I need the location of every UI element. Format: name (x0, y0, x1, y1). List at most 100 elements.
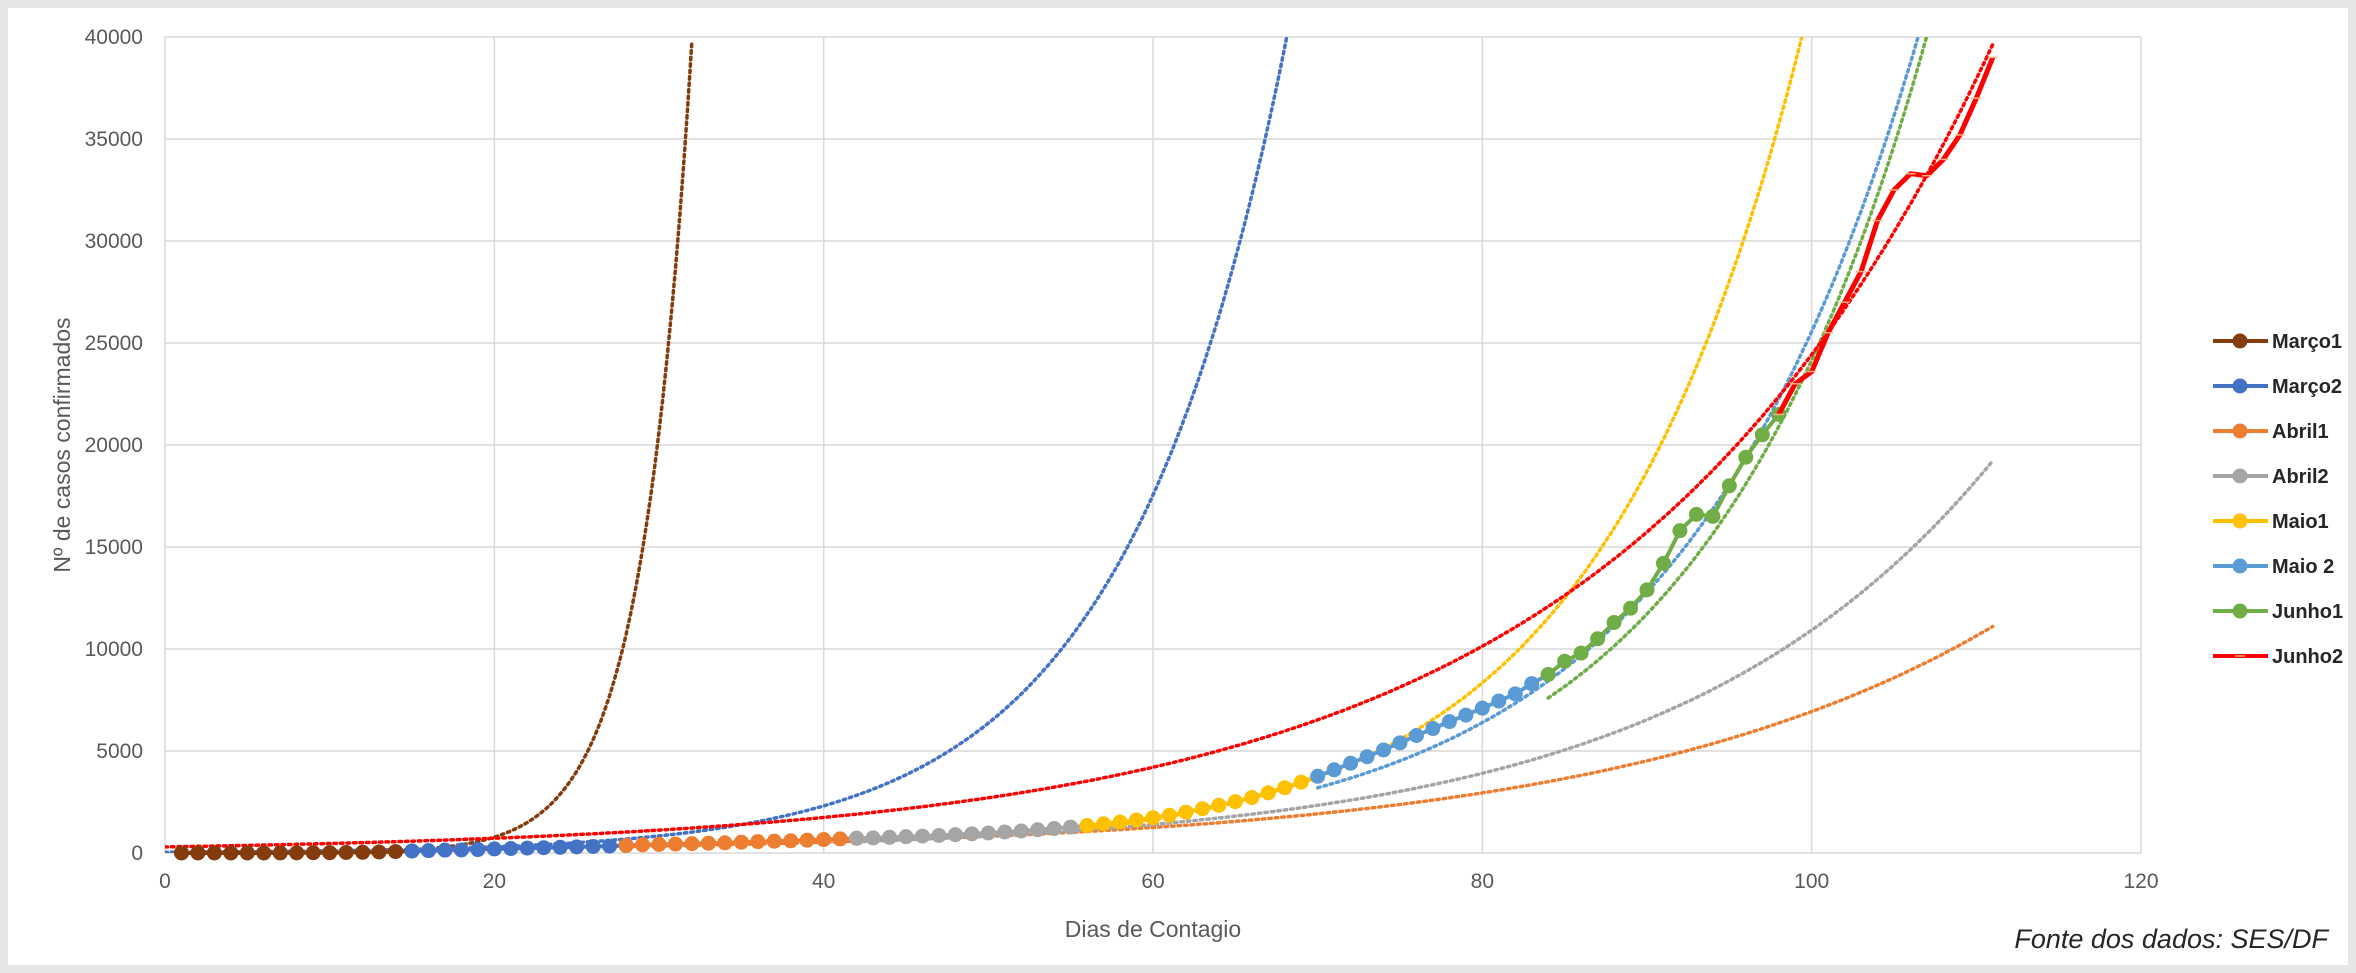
legend-swatch-marker (2232, 558, 2248, 574)
legend-item: Abril2 (2213, 466, 2329, 488)
data-point (305, 845, 321, 861)
data-point (1013, 823, 1029, 839)
data-point (766, 833, 782, 849)
legend-swatch-marker (2232, 468, 2248, 484)
legend-label: Maio 2 (2272, 556, 2334, 578)
data-point (536, 840, 552, 856)
data-point (470, 842, 486, 858)
data-point (1277, 780, 1293, 796)
data-point (289, 845, 305, 861)
series-junho1 (1540, 406, 1787, 682)
legend-label: Março1 (2272, 331, 2342, 353)
line-chart: 0 5000 10000 15000 20000 25000 30000 35000 40000… (49, 26, 2343, 942)
data-point (700, 835, 716, 851)
legend-swatch-marker (2232, 378, 2248, 394)
data-point (420, 843, 436, 859)
data-point (733, 834, 749, 850)
data-point (355, 844, 371, 860)
data-point (1573, 645, 1589, 661)
data-point (1063, 819, 1079, 835)
data-point (1161, 807, 1177, 823)
data-point (1376, 742, 1392, 758)
trendline-maio2 (1315, 37, 1920, 790)
legend-label: Abril1 (2272, 421, 2329, 443)
data-point (453, 842, 469, 858)
data-point (1441, 714, 1457, 730)
x-tick-label: 100 (1794, 870, 1829, 893)
legend-item: Março1 (2213, 331, 2342, 353)
data-point (1211, 797, 1227, 813)
data-point (1310, 768, 1326, 784)
series-maio1 (1079, 768, 1326, 834)
gridlines (164, 36, 2142, 854)
data-point (684, 836, 700, 852)
data-point (1343, 755, 1359, 771)
series-junho2 (1773, 56, 1998, 416)
data-point (1326, 762, 1342, 778)
data-point (388, 844, 404, 860)
data-point (1623, 600, 1639, 616)
x-tick-label: 120 (2123, 870, 2158, 893)
legend-label: Março2 (2272, 376, 2342, 398)
y-tick-label: 5000 (96, 740, 143, 763)
trendline-abril2 (854, 458, 1995, 844)
data-point (816, 832, 832, 848)
legend-item: Abril1 (2213, 421, 2329, 443)
data-point (651, 836, 667, 852)
data-point (799, 832, 815, 848)
legend-item: Maio 2 (2213, 556, 2334, 578)
series-abril1 (618, 830, 865, 853)
x-tick-label: 20 (483, 870, 506, 893)
series-abril2 (849, 818, 1095, 846)
y-tick-label: 15000 (85, 536, 143, 559)
data-point (1096, 816, 1112, 832)
y-tick-label: 10000 (85, 638, 143, 661)
data-point (1359, 749, 1375, 765)
data-point (371, 844, 387, 860)
y-tick-label: 0 (131, 842, 143, 865)
data-point (931, 827, 947, 843)
data-point (1458, 707, 1474, 723)
data-point (322, 845, 338, 861)
axes: 0 5000 10000 15000 20000 25000 30000 35000 40000… (85, 26, 2159, 893)
data-point (206, 845, 222, 861)
data-point (717, 835, 733, 851)
data-point (635, 837, 651, 853)
data-point (1079, 818, 1095, 834)
data-point (1474, 700, 1490, 716)
data-point (618, 837, 634, 853)
source-note: Fonte dos dados: SES/DF (2014, 924, 2328, 954)
data-point (1392, 735, 1408, 751)
legend-item: Maio1 (2213, 511, 2329, 533)
legend: Março1 Março2 Abril1 Abril2 Maio1 Maio 2 Junho… (2213, 331, 2343, 668)
x-tick-label: 60 (1141, 870, 1164, 893)
series-line (1776, 56, 1996, 416)
data-point (1540, 667, 1556, 682)
data-point (437, 842, 453, 858)
data-point (1408, 727, 1424, 743)
data-point (1639, 582, 1655, 598)
data-point (602, 838, 618, 854)
y-tick-label: 25000 (85, 332, 143, 355)
trendlines (165, 37, 1995, 853)
data-point (1606, 614, 1622, 630)
trendline-março1 (165, 39, 694, 853)
legend-swatch-marker (2232, 423, 2248, 439)
series-maio2 (1310, 667, 1556, 784)
legend-item: Junho2 (2213, 646, 2343, 668)
y-axis-title: Nº de casos confirmados (49, 317, 75, 572)
data-point (997, 824, 1013, 840)
data-point (239, 845, 255, 861)
data-point (1705, 508, 1721, 524)
x-axis-title: Dias de Contagio (1065, 916, 1241, 942)
data-point (1524, 676, 1540, 692)
data-point (1178, 804, 1194, 820)
x-tick-label: 0 (159, 870, 171, 893)
data-point (1293, 774, 1309, 790)
data-point (1030, 822, 1046, 838)
legend-label: Junho2 (2272, 646, 2343, 668)
data-point (1672, 523, 1688, 539)
legend-label: Abril2 (2272, 466, 2329, 488)
trendline-junho2 (165, 42, 1995, 849)
data-point (964, 826, 980, 842)
